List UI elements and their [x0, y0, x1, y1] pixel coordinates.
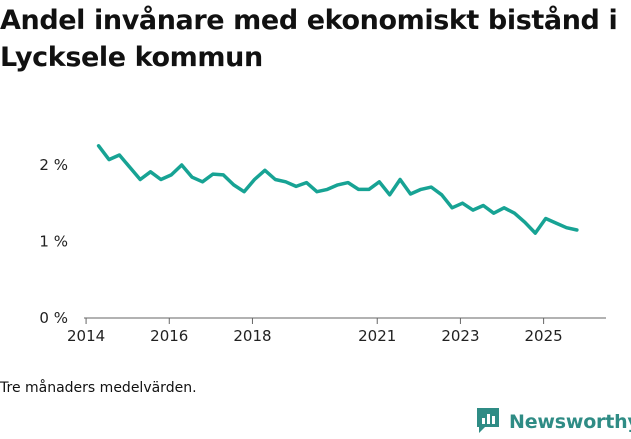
- x-tick-label: 2016: [150, 327, 188, 345]
- x-tick-label: 2025: [525, 327, 563, 345]
- y-tick-label: 1 %: [39, 232, 68, 250]
- y-axis: 0 % 1 % 2 %: [39, 156, 68, 327]
- chart-title: Andel invånare med ekonomiskt bistånd i …: [0, 5, 618, 73]
- brand-name: Newsworthy: [509, 411, 631, 433]
- series-layer: [96, 144, 579, 235]
- x-axis: 2014 2016 2018 2021 2023 2025: [67, 318, 563, 345]
- line-chart: 0 % 1 % 2 % 2014 2016 2018 2021 2023 2025: [39, 144, 606, 345]
- x-tick-label: 2014: [67, 327, 105, 345]
- x-tick-label: 2023: [441, 327, 479, 345]
- y-tick-label: 0 %: [39, 309, 68, 327]
- series-line: [96, 144, 579, 235]
- newsworthy-logo-icon: [475, 406, 501, 438]
- x-tick-label: 2021: [358, 327, 396, 345]
- x-tick-label: 2018: [233, 327, 271, 345]
- y-tick-label: 2 %: [39, 156, 68, 174]
- brand-logo: Newsworthy: [475, 407, 631, 437]
- chart-note: Tre månaders medelvärden.: [0, 380, 197, 396]
